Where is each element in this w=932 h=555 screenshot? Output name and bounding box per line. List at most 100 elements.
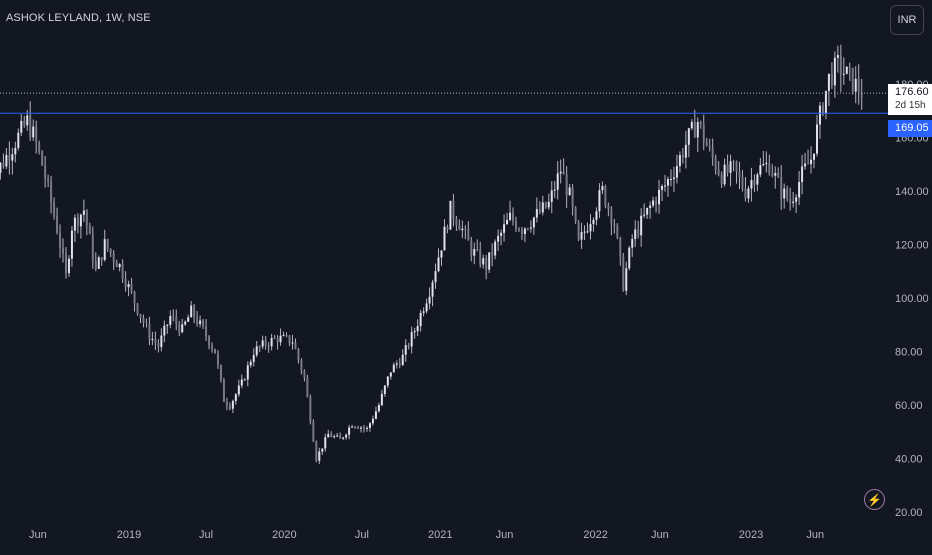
candle-body (640, 215, 643, 236)
candle-body (729, 161, 732, 173)
candle-body (619, 237, 622, 257)
candle-body (759, 165, 762, 175)
candle-body (818, 105, 821, 125)
candle-body (26, 115, 29, 126)
candle-body (145, 322, 148, 324)
candle-body (76, 217, 79, 227)
candle-body (312, 422, 315, 442)
candle-body (47, 178, 50, 182)
price-axis[interactable]: 20.0040.0060.0080.00100.00120.00140.0016… (895, 79, 929, 519)
candle-body (73, 217, 76, 231)
candle-body (178, 324, 181, 333)
candle-body (380, 393, 383, 406)
candle-body (94, 261, 97, 269)
candle-body (428, 296, 431, 304)
symbol-title[interactable]: ASHOK LEYLAND, 1W, NSE (6, 12, 151, 24)
candle-body (85, 210, 88, 226)
candle-body (783, 188, 786, 199)
candle-body (687, 128, 690, 145)
candle-body (821, 105, 824, 114)
candle-body (574, 207, 577, 222)
candle-body (252, 355, 255, 362)
candle-body (854, 78, 857, 92)
candle-body (401, 354, 404, 366)
candle-body (559, 171, 562, 174)
candle-body (225, 401, 228, 406)
y-tick-label: 80.00 (895, 347, 923, 359)
candle-body (458, 225, 461, 231)
candle-body (711, 148, 714, 159)
candle-body (109, 248, 112, 254)
candle-body (807, 163, 810, 165)
candle-body (285, 335, 288, 337)
candle-body (41, 151, 44, 166)
candle-body (631, 238, 634, 248)
candle-body (300, 359, 303, 371)
candle-body (628, 247, 631, 269)
candle-body (44, 165, 47, 179)
x-tick-label: 2021 (428, 529, 452, 541)
candle-body (661, 186, 664, 190)
lightning-icon[interactable]: ⚡ (864, 489, 885, 510)
candle-body (315, 441, 318, 461)
bar-countdown: 2d 15h (895, 100, 926, 111)
candle-body (506, 219, 509, 225)
candle-body (231, 400, 234, 409)
time-axis[interactable]: Jun 2019 Jul 2020 Jul 2021 Jun 2022 Jun 2023 Jun (29, 529, 824, 541)
candle-body (184, 321, 187, 325)
candle-body (801, 166, 804, 183)
candle-body (199, 320, 202, 325)
candle-body (20, 120, 23, 133)
candle-body (38, 142, 41, 152)
y-tick-label: 20.00 (895, 507, 923, 519)
candle-body (610, 208, 613, 224)
candle-body (735, 161, 738, 172)
candle-body (339, 435, 342, 439)
candle-body (237, 385, 240, 395)
candle-body (336, 435, 339, 437)
candle-body (678, 155, 681, 167)
x-tick-label: Jul (199, 529, 213, 541)
candle-body (136, 303, 139, 315)
candle-body (82, 210, 85, 215)
candle-body (106, 239, 109, 249)
candle-body (0, 162, 2, 173)
candle-body (166, 324, 169, 326)
candle-body (88, 225, 91, 235)
candle-body (503, 224, 506, 233)
candle-body (756, 174, 759, 185)
candle-body (786, 188, 789, 199)
candle-body (70, 230, 73, 259)
candle-body (118, 264, 121, 268)
candle-body (318, 451, 321, 461)
currency-button[interactable]: INR (890, 5, 924, 35)
candle-body (222, 379, 225, 402)
candle-body (440, 250, 443, 258)
candle-body (842, 73, 845, 75)
candle-body (351, 426, 354, 428)
candle-body (175, 316, 178, 325)
candle-body (276, 338, 279, 343)
candle-body (577, 221, 580, 240)
candle-body (23, 120, 26, 126)
candle-body (413, 331, 416, 333)
candle-body (860, 92, 863, 98)
candle-body (565, 174, 568, 196)
last-price-value: 176.60 (895, 86, 929, 98)
candle-body (509, 212, 512, 220)
candle-body (550, 190, 553, 202)
candle-body (172, 316, 175, 318)
candle-body (789, 198, 792, 204)
candle-body (425, 303, 428, 312)
candle-body (702, 123, 705, 142)
candle-body (249, 361, 252, 366)
candle-body (267, 345, 270, 347)
candle-body (383, 385, 386, 394)
candle-body (321, 448, 324, 452)
candle-body (419, 312, 422, 327)
candle-body (59, 232, 62, 249)
y-tick-label: 100.00 (895, 293, 929, 305)
candle-body (720, 174, 723, 185)
